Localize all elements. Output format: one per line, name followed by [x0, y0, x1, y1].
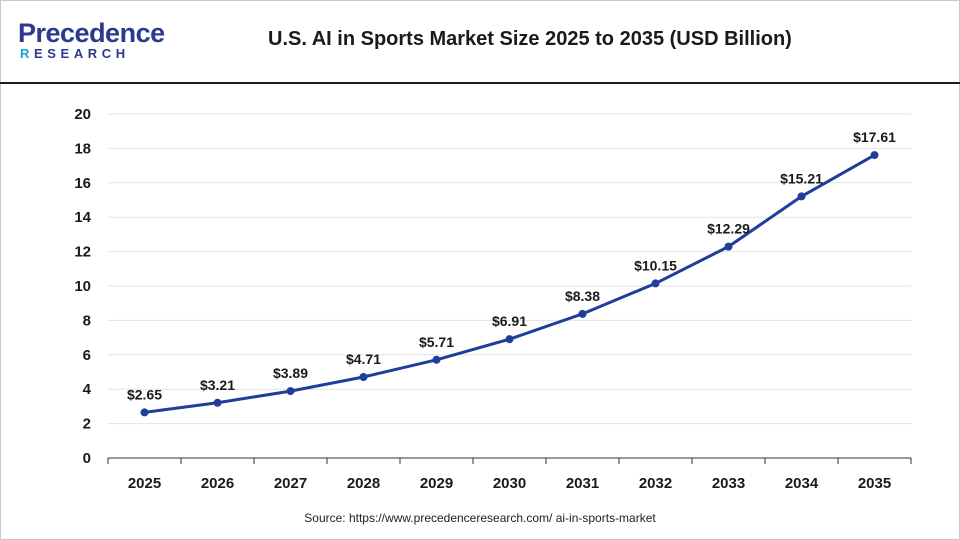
- y-tick-label: 14: [74, 209, 91, 226]
- y-tick-label: 0: [83, 450, 91, 467]
- chart-title: U.S. AI in Sports Market Size 2025 to 20…: [268, 28, 792, 50]
- x-tick-label: 2032: [639, 475, 672, 492]
- data-point: [724, 242, 733, 251]
- y-tick-label: 18: [74, 140, 91, 157]
- data-point: [286, 387, 295, 396]
- y-tick-label: 12: [74, 244, 91, 261]
- x-tick-label: 2026: [201, 475, 234, 492]
- data-label: $4.71: [346, 351, 381, 367]
- data-label: $6.91: [492, 313, 527, 329]
- data-point: [578, 309, 587, 318]
- data-label: $15.21: [780, 170, 823, 186]
- y-tick-label: 4: [83, 381, 92, 398]
- data-label: $12.29: [707, 221, 750, 237]
- precedence-research-logo: Precedence RESEARCH: [18, 18, 168, 66]
- logo-subtitle-rest: ESEARCH: [34, 46, 130, 61]
- logo-wordmark: Precedence: [18, 18, 165, 48]
- data-point: [140, 408, 149, 417]
- series-line: [144, 153, 876, 414]
- y-tick-label: 6: [83, 347, 91, 364]
- source-note: Source: https://www.precedenceresearch.c…: [304, 511, 656, 525]
- y-tick-label: 20: [74, 106, 91, 123]
- header: Precedence RESEARCH U.S. AI in Sports Ma…: [0, 0, 960, 84]
- data-label: $17.61: [853, 129, 896, 145]
- x-tick-label: 2027: [274, 475, 307, 492]
- y-tick-label: 8: [83, 312, 91, 329]
- x-tick-label: 2028: [347, 475, 380, 492]
- x-tick-label: 2030: [493, 475, 526, 492]
- data-point: [870, 151, 879, 160]
- x-tick-label: 2035: [858, 475, 891, 492]
- data-point: [432, 355, 441, 364]
- data-label: $10.15: [634, 257, 677, 273]
- data-label: $8.38: [565, 288, 600, 304]
- y-tick-label: 2: [83, 416, 91, 433]
- data-point: [797, 192, 806, 201]
- data-label: $2.65: [127, 386, 162, 402]
- y-tick-label: 10: [74, 278, 91, 295]
- x-tick-label: 2033: [712, 475, 745, 492]
- x-tick-label: 2025: [128, 475, 161, 492]
- data-label: $3.89: [273, 365, 308, 381]
- data-point: [505, 335, 514, 344]
- data-point: [213, 398, 222, 407]
- logo-subtitle: RESEARCH: [20, 46, 130, 61]
- logo-subtitle-accent: R: [20, 46, 34, 61]
- x-tick-label: 2031: [566, 475, 599, 492]
- data-point: [359, 372, 368, 381]
- y-tick-label: 16: [74, 175, 91, 192]
- data-label: $3.21: [200, 377, 235, 393]
- data-label: $5.71: [419, 334, 454, 350]
- data-point: [651, 279, 660, 288]
- x-tick-label: 2034: [785, 475, 819, 492]
- x-tick-label: 2029: [420, 475, 453, 492]
- line-chart: 0 2 4 6 8 10 12 14 16 18 20 2025 2026 2027 2028 2029 203…: [74, 106, 912, 492]
